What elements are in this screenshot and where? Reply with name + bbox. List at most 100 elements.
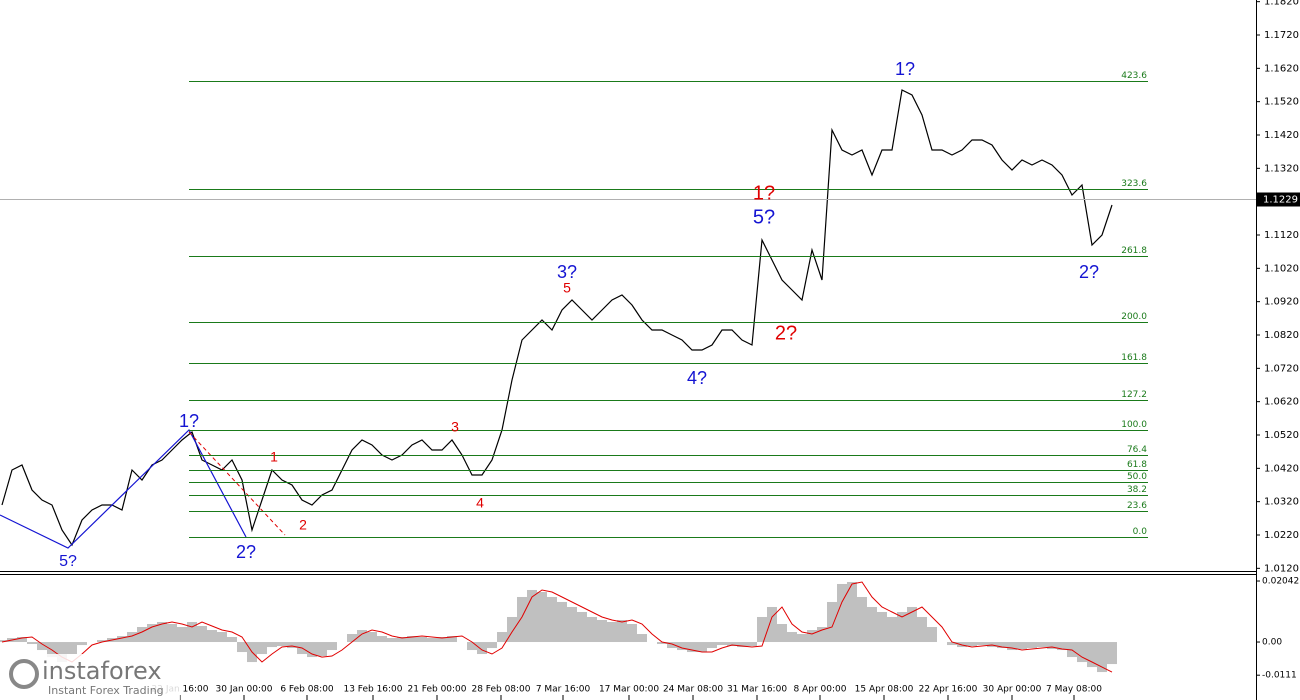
logo-icon [9,659,39,689]
histogram-bar [267,642,277,648]
histogram-bar [487,642,497,649]
histogram-bar [77,642,87,646]
histogram-bar [587,616,597,643]
histogram-bar [637,634,647,643]
histogram-bar [507,616,517,643]
histogram-bar [907,606,917,643]
fib-label: 38.2 [1127,485,1147,495]
histogram-bar [137,626,147,643]
x-tick-label: 7 Mar 16:00 [536,685,591,695]
histogram-bar [557,601,567,643]
histogram-bar [497,632,507,643]
histogram-bar [1027,642,1037,649]
histogram-bar [947,642,957,646]
logo-name: instaforex [42,657,162,685]
histogram-bar [887,616,897,643]
histogram-bar [417,637,427,643]
histogram-bar [277,642,287,647]
histogram-bar [437,637,447,643]
y-tick-label: 1.1420 [1264,130,1299,141]
histogram-bar [97,640,107,643]
current-price-label: 1.1229 [1263,195,1298,206]
histogram-bar [827,601,837,643]
y-tick-label: -0.0111 [1262,671,1297,681]
histogram-bar [477,642,487,655]
histogram-bar [347,634,357,643]
histogram-bar [617,620,627,643]
histogram-bar [657,642,667,645]
x-tick-label: 30 Jan 00:00 [216,685,273,695]
fib-label: 61.8 [1127,460,1147,470]
fib-label: 76.4 [1127,445,1147,455]
histogram-bar [1007,642,1017,651]
histogram-bar [717,642,727,646]
histogram-bar [177,626,187,643]
y-tick-label: 1.0820 [1264,330,1299,341]
histogram-bar [867,606,877,643]
x-tick-label: 22 Jan 16:00 [152,685,209,695]
histogram-bar [57,642,67,663]
x-tick-label: 8 Apr 00:00 [794,685,847,695]
y-tick-label: 0.00 [1262,638,1282,648]
wave-label: 5? [753,206,775,228]
histogram-bar [697,642,707,653]
histogram-bar [627,624,637,643]
y-tick-label: 1.0120 [1264,563,1299,574]
histogram-bar [527,589,537,643]
histogram-bar [607,622,617,643]
histogram-bar [227,637,237,643]
x-tick-label: 22 Apr 16:00 [919,685,978,695]
histogram-bar [117,636,127,643]
y-tick-label: 1.1520 [1264,97,1299,108]
histogram-bar [1047,642,1057,650]
x-tick-label: 7 May 08:00 [1046,685,1102,695]
current-price-box [1257,192,1300,207]
histogram-bar [537,591,547,643]
wave-label: 2? [775,322,797,344]
wave-label: 5 [563,280,571,296]
fib-label: 0.0 [1133,527,1148,537]
wave-line [0,429,247,549]
y-tick-label: 1.1020 [1264,263,1299,274]
histogram-bar [1107,642,1117,665]
y-tick-label: 1.1620 [1264,63,1299,74]
histogram-bar [787,632,797,643]
histogram-bar [567,606,577,643]
wave-label: 4 [476,495,484,511]
histogram-bar [0,640,7,643]
histogram-bar [187,622,197,643]
histogram-bar [207,630,217,643]
histogram-bar [767,606,777,643]
x-tick-label: 17 Mar 00:00 [599,685,659,695]
histogram-bar [1057,642,1067,651]
fib-label: 423.6 [1121,71,1147,81]
histogram-bar [1017,642,1027,650]
histogram-bar [727,642,737,647]
wave-label: 3? [557,262,577,282]
histogram-bar [707,642,717,649]
x-tick-label: 31 Mar 16:00 [727,685,787,695]
histogram-bar [367,632,377,643]
histogram-bar [817,626,827,643]
fib-label: 200.0 [1121,312,1147,322]
histogram-bar [737,642,747,648]
histogram-bar [197,626,207,643]
y-tick-label: 0.02042 [1262,577,1299,587]
histogram-bar [407,636,417,643]
fib-label: 50.0 [1127,472,1147,482]
y-tick-label: 1.1120 [1264,230,1299,241]
histogram-bar [257,642,267,655]
histogram-bar [917,616,927,643]
histogram-bar [37,642,47,651]
y-tick-label: 1.1720 [1264,30,1299,41]
logo: instaforex Instant Forex Trading [0,654,180,700]
fib-label: 323.6 [1121,179,1147,189]
histogram-bar [807,630,817,643]
wave-label: 1? [179,411,199,431]
histogram-bar [287,642,297,649]
histogram-bar [327,642,337,651]
histogram-bar [967,642,977,647]
histogram-bar [397,637,407,643]
y-tick-label: 1.0620 [1264,397,1299,408]
fib-label: 161.8 [1121,353,1147,363]
